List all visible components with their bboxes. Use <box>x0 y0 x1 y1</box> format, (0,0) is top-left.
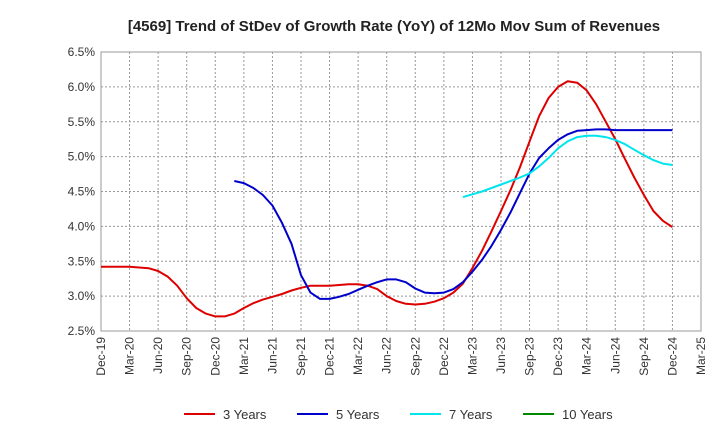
y-tick-label: 5.0% <box>68 150 96 164</box>
series-line-3-years <box>101 80 673 318</box>
y-tick-label: 2.5% <box>68 324 96 338</box>
x-tick-label: Jun-23 <box>494 337 508 374</box>
legend-label-7-years: 7 Years <box>449 407 493 422</box>
legend-label-5-years: 5 Years <box>336 407 380 422</box>
x-tick-label: Dec-20 <box>208 337 222 376</box>
x-tick-label: Sep-23 <box>523 337 537 376</box>
x-tick-label: Jun-22 <box>380 337 394 374</box>
x-tick-label: Mar-20 <box>123 337 137 375</box>
x-tick-label: Mar-23 <box>465 337 479 375</box>
chart-title: [4569] Trend of StDev of Growth Rate (Yo… <box>128 18 660 35</box>
x-tick-label: Mar-22 <box>351 337 365 375</box>
x-tick-label: Mar-21 <box>237 337 251 375</box>
plot-frame <box>100 51 702 332</box>
legend-label-3-years: 3 Years <box>223 407 267 422</box>
legend-label-10-years: 10 Years <box>562 407 613 422</box>
y-tick-label: 6.0% <box>68 80 96 94</box>
x-tick-label: Sep-20 <box>180 337 194 376</box>
x-tick-label: Dec-19 <box>94 337 108 376</box>
legend-item-5-years: 5 Years <box>297 407 380 422</box>
y-tick-label: 6.5% <box>68 45 96 59</box>
series-lines <box>101 80 673 318</box>
x-tick-label: Dec-22 <box>437 337 451 376</box>
x-tick-label: Sep-24 <box>637 337 651 376</box>
series-line-5-years <box>234 128 673 300</box>
x-tick-label: Jun-20 <box>151 337 165 374</box>
x-tick-label: Dec-21 <box>323 337 337 376</box>
x-tick-label: Sep-21 <box>294 337 308 376</box>
y-tick-label: 3.0% <box>68 289 96 303</box>
y-tick-label: 5.5% <box>68 115 96 129</box>
series-line-7-years <box>462 134 673 199</box>
legend-item-7-years: 7 Years <box>410 407 493 422</box>
y-tick-label: 4.5% <box>68 185 96 199</box>
y-axis-ticks: 2.5% 3.0% 3.5% 4.0% 4.5% 5.0% 5.5% 6.0% 6.5% <box>68 45 96 338</box>
x-tick-label: Mar-25 <box>694 337 708 375</box>
x-tick-label: Sep-22 <box>408 337 422 376</box>
x-tick-label: Dec-24 <box>665 337 679 376</box>
x-tick-label: Jun-24 <box>608 337 622 374</box>
y-tick-label: 4.0% <box>68 219 96 233</box>
y-tick-label: 3.5% <box>68 254 96 268</box>
x-tick-label: Mar-24 <box>580 337 594 375</box>
legend-item-10-years: 10 Years <box>523 407 613 422</box>
legend: 3 Years 5 Years 7 Years 10 Years <box>184 407 613 422</box>
x-axis-ticks: Dec-19 Mar-20 Jun-20 Sep-20 Dec-20 Mar-21 Jun-… <box>94 337 708 376</box>
x-tick-label: Jun-21 <box>265 337 279 374</box>
grid <box>100 51 702 332</box>
x-tick-label: Dec-23 <box>551 337 565 376</box>
legend-item-3-years: 3 Years <box>184 407 267 422</box>
